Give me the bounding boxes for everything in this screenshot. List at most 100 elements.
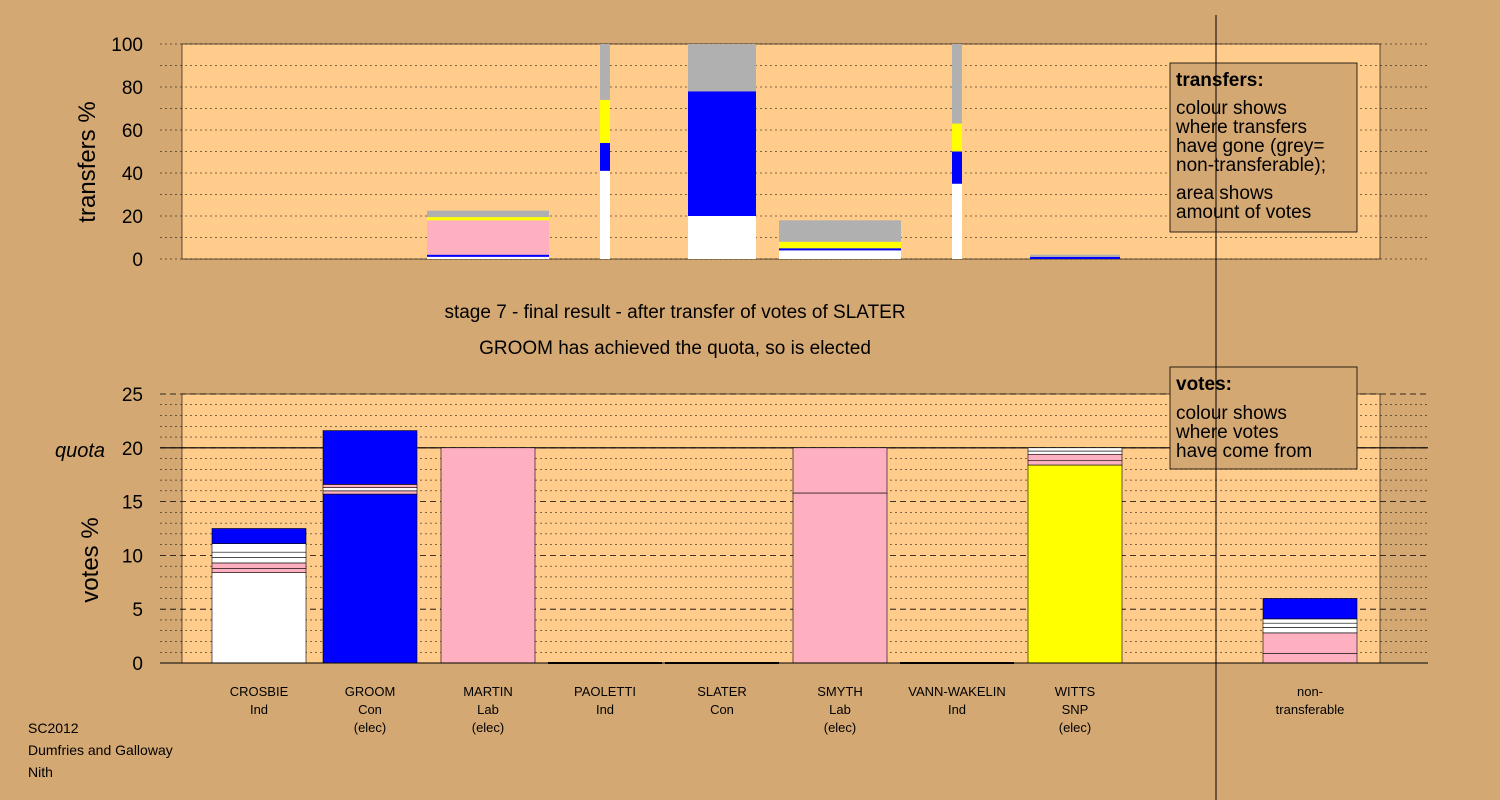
transfer-segment	[427, 210, 549, 218]
votes-legend-box	[1169, 366, 1358, 470]
candidate-label: transferable	[1276, 702, 1345, 717]
vote-segment	[211, 551, 307, 558]
candidate-label: Lab	[829, 702, 851, 717]
vote-segment	[322, 430, 418, 485]
vote-segment	[322, 493, 418, 664]
transfers-y-axis-label: transfers %	[74, 101, 101, 222]
candidate-labels: CROSBIE Ind GROOM Con (elec) MARTIN Lab (elec) P…	[230, 684, 1345, 735]
vote-segment	[322, 490, 418, 495]
candidate-label: Con	[358, 702, 382, 717]
transfer-segment	[779, 250, 901, 259]
vote-segment	[1027, 450, 1123, 455]
transfer-segment	[779, 220, 901, 242]
stage-subtitle: GROOM has achieved the quota, so is elec…	[479, 338, 871, 359]
vote-segment	[1262, 627, 1358, 634]
y-tick-label: 0	[132, 250, 143, 271]
y-tick-label: 10	[122, 546, 143, 567]
transfers-legend-line: have gone (grey=	[1176, 136, 1324, 157]
y-tick-label: 25	[122, 385, 143, 406]
vote-segment	[1027, 464, 1123, 664]
candidate-label: SNP	[1062, 702, 1089, 717]
vote-segment	[440, 447, 536, 664]
y-tick-label: 20	[122, 207, 143, 228]
transfer-segment	[688, 216, 756, 259]
votes-legend-title: votes:	[1176, 374, 1232, 395]
transfers-legend-line: where transfers	[1175, 117, 1307, 138]
candidate-label: Con	[710, 702, 734, 717]
votes-y-axis-label: votes %	[77, 517, 104, 602]
candidate-label: Lab	[477, 702, 499, 717]
transfers-legend-line: area shows	[1176, 183, 1273, 204]
vote-segment	[211, 568, 307, 573]
transfer-segment	[600, 44, 610, 100]
transfer-segment	[600, 142, 610, 171]
vote-segment	[1027, 460, 1123, 466]
vote-segment	[322, 487, 418, 492]
quota-label: quota	[55, 440, 105, 462]
transfer-segment	[600, 170, 610, 259]
transfer-segment	[1030, 256, 1120, 259]
candidate-label: GROOM	[345, 684, 396, 699]
transfers-y-ticks: 0 20 40 60 80 100	[111, 35, 143, 271]
candidate-label: non-	[1297, 684, 1323, 699]
votes-bars	[160, 430, 1428, 664]
transfer-segment	[688, 44, 756, 92]
vote-segment	[211, 557, 307, 564]
footer-council: Dumfries and Galloway	[28, 742, 173, 758]
candidate-label: Ind	[250, 702, 268, 717]
candidate-label: MARTIN	[463, 684, 513, 699]
candidate-label: SLATER	[697, 684, 747, 699]
transfers-legend-box	[1169, 62, 1358, 233]
vote-segment	[1262, 598, 1358, 620]
footer-election: SC2012	[28, 720, 79, 736]
candidate-label: SMYTH	[817, 684, 863, 699]
y-tick-label: 15	[122, 493, 143, 514]
y-tick-label: 80	[122, 78, 143, 99]
candidate-label: Ind	[948, 702, 966, 717]
vote-segment	[1027, 447, 1123, 452]
votes-y-ticks: 0 5 10 15 20 25	[122, 385, 143, 675]
candidate-label: CROSBIE	[230, 684, 289, 699]
vote-segment	[792, 447, 888, 494]
candidate-label: PAOLETTI	[574, 684, 636, 699]
transfer-segment	[600, 99, 610, 143]
y-tick-label: 40	[122, 164, 143, 185]
candidate-label: WITTS	[1055, 684, 1096, 699]
y-tick-label: 20	[122, 439, 143, 460]
transfers-legend-line: amount of votes	[1176, 202, 1311, 223]
vote-segment	[1262, 618, 1358, 624]
candidate-label: Ind	[596, 702, 614, 717]
votes-legend-line: colour shows	[1176, 403, 1287, 424]
stage-title: stage 7 - final result - after transfer …	[444, 302, 905, 323]
transfer-segment	[427, 217, 549, 221]
vote-segment	[211, 562, 307, 569]
transfer-segment	[1030, 254, 1120, 257]
transfers-legend-line: colour shows	[1176, 98, 1287, 119]
transfers-bars	[427, 44, 1120, 259]
transfer-segment	[779, 248, 901, 251]
transfer-segment	[952, 123, 962, 152]
y-tick-label: 5	[132, 600, 143, 621]
y-tick-label: 100	[111, 35, 143, 56]
transfers-legend-line: non-transferable);	[1176, 155, 1326, 176]
transfer-segment	[952, 151, 962, 184]
candidate-label: VANN-WAKELIN	[908, 684, 1006, 699]
transfers-legend-title: transfers:	[1176, 70, 1264, 91]
vote-segment	[1262, 622, 1358, 628]
vote-segment	[1262, 632, 1358, 654]
votes-legend-line: where votes	[1175, 422, 1278, 443]
transfer-segment	[952, 183, 962, 259]
transfer-segment	[427, 256, 549, 259]
y-tick-label: 0	[132, 654, 143, 675]
vote-segment	[322, 484, 418, 488]
vote-segment	[211, 543, 307, 553]
transfer-segment	[427, 254, 549, 257]
transfer-segment	[779, 241, 901, 249]
vote-segment	[1262, 653, 1358, 664]
y-tick-label: 60	[122, 121, 143, 142]
vote-segment	[211, 572, 307, 664]
transfer-segment	[427, 220, 549, 255]
transfer-segment	[688, 91, 756, 216]
candidate-label: (elec)	[472, 720, 505, 735]
